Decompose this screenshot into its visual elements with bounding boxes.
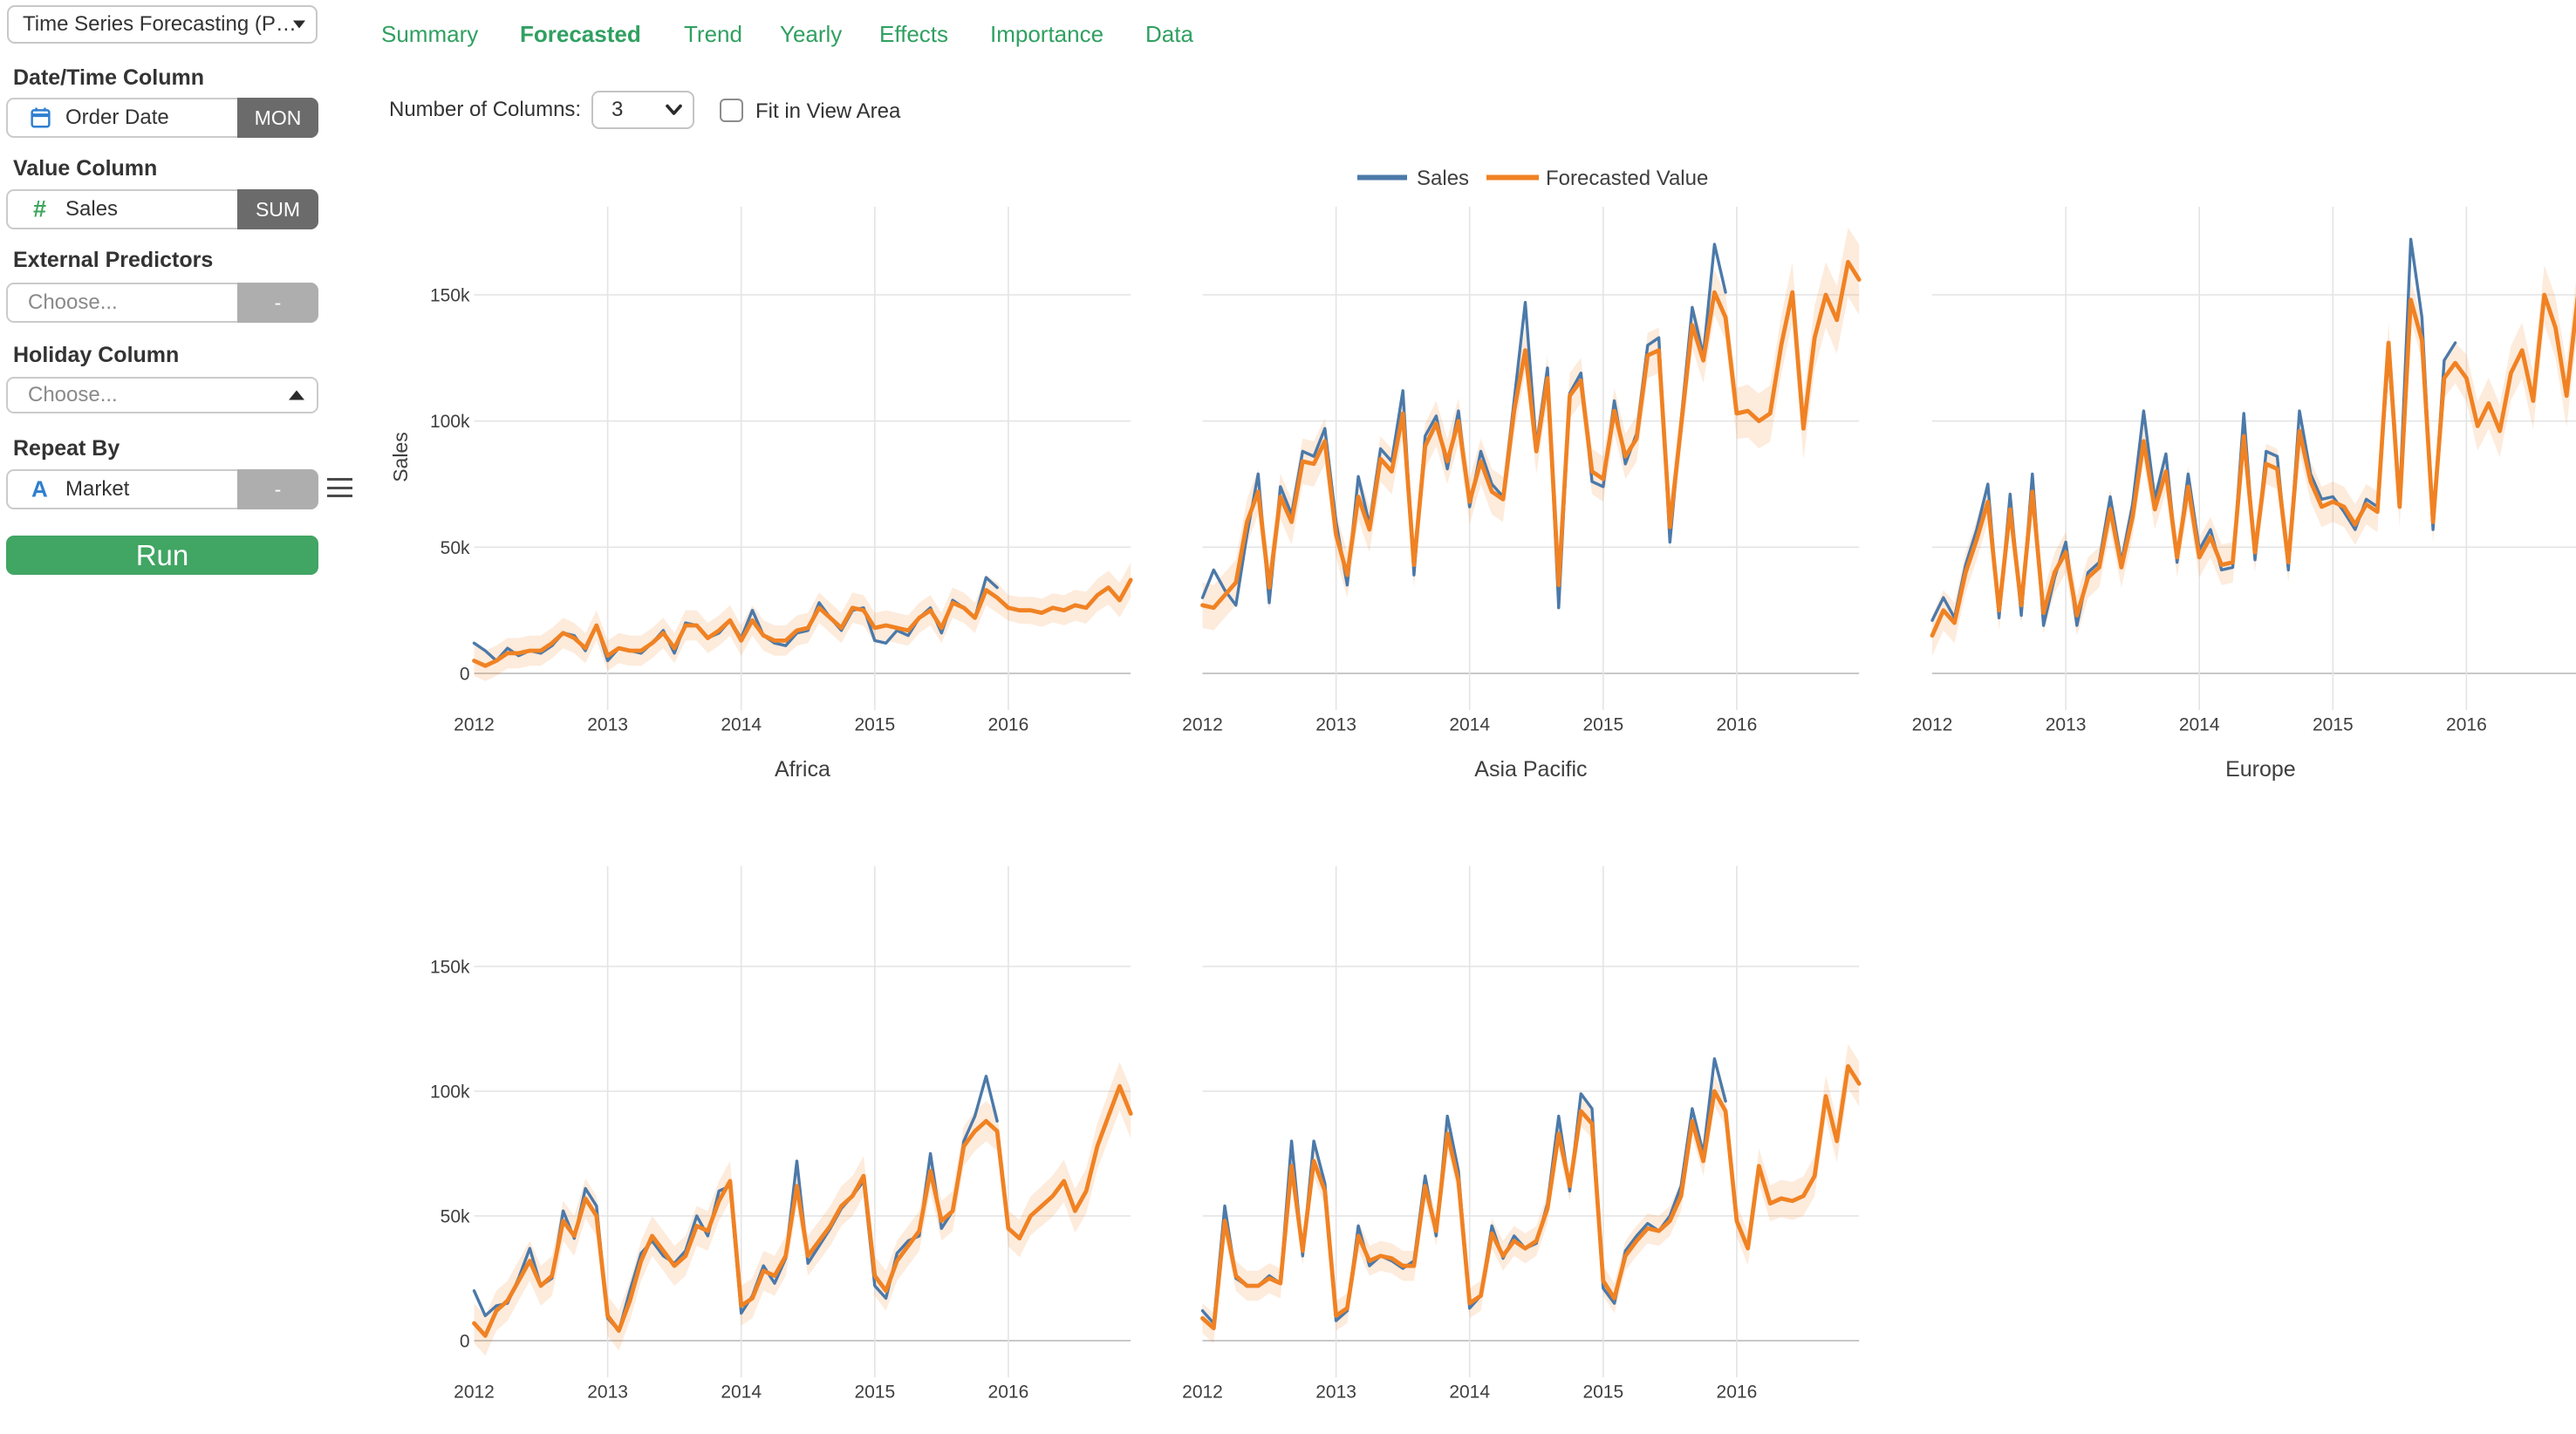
svg-text:0: 0	[460, 1332, 470, 1352]
svg-text:100k: 100k	[430, 1082, 470, 1103]
svg-text:Asia Pacific: Asia Pacific	[1474, 757, 1587, 782]
svg-text:Forecasted Value: Forecasted Value	[1546, 167, 1708, 190]
svg-text:150k: 150k	[430, 286, 470, 306]
svg-text:2013: 2013	[587, 715, 628, 735]
svg-text:150k: 150k	[430, 958, 470, 978]
svg-text:2014: 2014	[721, 1383, 762, 1403]
svg-text:2015: 2015	[854, 1383, 895, 1403]
svg-text:Sales: Sales	[1417, 167, 1469, 190]
svg-text:2016: 2016	[1717, 1383, 1758, 1403]
svg-text:2012: 2012	[1182, 1383, 1223, 1403]
svg-text:2013: 2013	[587, 1383, 628, 1403]
svg-text:2013: 2013	[1315, 1383, 1356, 1403]
svg-text:2012: 2012	[1182, 715, 1223, 735]
svg-text:2013: 2013	[1315, 715, 1356, 735]
svg-text:50k: 50k	[441, 538, 470, 558]
svg-text:2016: 2016	[2446, 715, 2487, 735]
svg-text:2016: 2016	[988, 1383, 1029, 1403]
svg-text:2013: 2013	[2046, 715, 2087, 735]
svg-text:2015: 2015	[854, 715, 895, 735]
svg-text:2015: 2015	[1582, 1383, 1623, 1403]
svg-text:100k: 100k	[430, 412, 470, 432]
svg-text:2012: 2012	[1912, 715, 1953, 735]
svg-text:2014: 2014	[1449, 1383, 1490, 1403]
svg-text:Sales: Sales	[389, 432, 412, 482]
svg-text:2015: 2015	[2313, 715, 2354, 735]
svg-text:2012: 2012	[454, 715, 495, 735]
svg-text:Africa: Africa	[775, 757, 830, 782]
svg-text:2014: 2014	[2179, 715, 2220, 735]
svg-text:2014: 2014	[721, 715, 762, 735]
svg-text:2016: 2016	[988, 715, 1029, 735]
svg-text:2015: 2015	[1582, 715, 1623, 735]
svg-text:Europe: Europe	[2225, 757, 2296, 782]
svg-text:2014: 2014	[1449, 715, 1490, 735]
svg-text:50k: 50k	[441, 1207, 470, 1227]
svg-text:2016: 2016	[1717, 715, 1758, 735]
svg-text:0: 0	[460, 665, 470, 685]
svg-text:2012: 2012	[454, 1383, 495, 1403]
